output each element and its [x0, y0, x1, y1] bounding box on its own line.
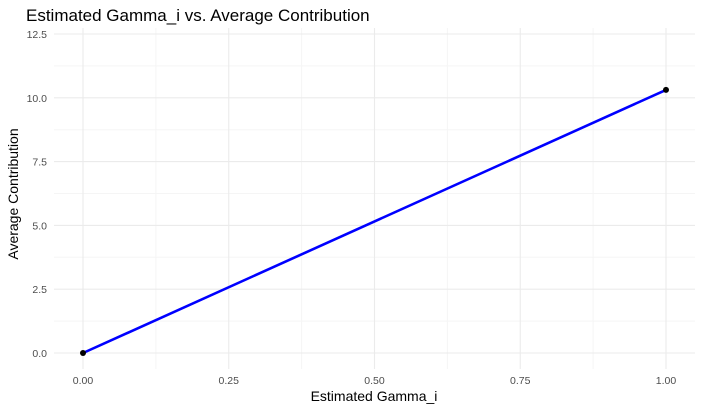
y-tick-label: 0.0: [32, 348, 47, 360]
x-axis-ticks: 0.00 0.25 0.50 0.75 1.00: [73, 375, 677, 387]
x-tick-label: 0.50: [364, 375, 385, 387]
x-tick-label: 0.75: [510, 375, 531, 387]
trend-line: [82, 88, 667, 355]
y-tick-label: 12.5: [27, 29, 48, 41]
chart-title: Estimated Gamma_i vs. Average Contributi…: [26, 6, 370, 25]
x-tick-label: 0.00: [73, 375, 94, 387]
x-axis-label: Estimated Gamma_i: [311, 388, 438, 404]
y-tick-label: 10.0: [27, 93, 48, 105]
y-axis-ticks: 0.0 2.5 5.0 7.5 10.0 12.5: [27, 29, 48, 360]
x-tick-label: 0.25: [219, 375, 240, 387]
y-axis-label: Average Contribution: [5, 128, 21, 259]
y-tick-label: 2.5: [32, 284, 47, 296]
data-point: [80, 350, 86, 356]
data-series: [80, 86, 669, 356]
grid-lines: [54, 28, 695, 369]
y-tick-label: 7.5: [32, 157, 47, 169]
y-tick-label: 5.0: [32, 220, 47, 232]
x-tick-label: 1.00: [656, 375, 677, 387]
data-point: [663, 86, 669, 93]
